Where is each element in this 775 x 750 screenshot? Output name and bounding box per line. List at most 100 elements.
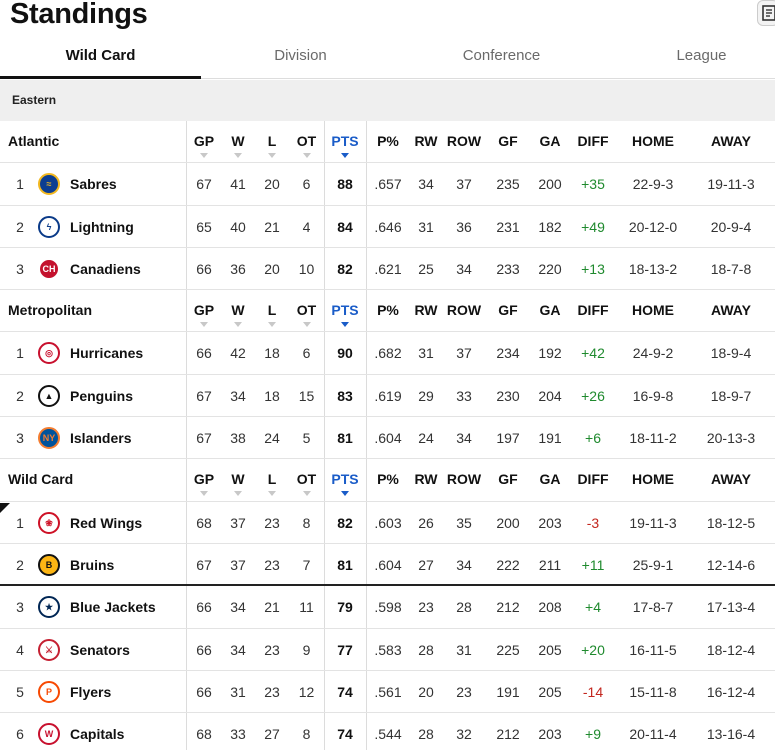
column-header-ga[interactable]: GA <box>539 471 561 488</box>
column-divider <box>366 205 367 247</box>
stat-rw: 31 <box>418 218 434 235</box>
column-header-diff[interactable]: DIFF <box>577 471 609 488</box>
column-header-w[interactable]: W <box>231 302 245 319</box>
team-row[interactable]: 1 ≈ Sabres 67 41 20 6 88 .657 34 37 235 200 +35 22-9-3… <box>0 163 775 206</box>
team-row[interactable]: 5 P Flyers 66 31 23 12 74 .561 20 23 191 205 -14 15-11… <box>0 670 775 714</box>
column-header-rw[interactable]: RW <box>414 471 438 488</box>
standings-menu-icon[interactable] <box>757 0 775 26</box>
team-name-link[interactable]: Sabres <box>70 176 117 193</box>
team-name-link[interactable]: Lightning <box>70 218 134 235</box>
column-header-gf[interactable]: GF <box>498 133 518 149</box>
team-cell[interactable]: ▲ Penguins <box>38 375 188 416</box>
team-cell[interactable]: P Flyers <box>38 671 188 712</box>
column-header-diff[interactable]: DIFF <box>577 302 609 319</box>
column-header-ot[interactable]: OT <box>296 471 317 488</box>
column-header-home[interactable]: HOME <box>632 302 674 319</box>
column-header-l[interactable]: L <box>267 302 277 319</box>
column-header-row[interactable]: ROW <box>446 471 482 488</box>
column-header-row[interactable]: ROW <box>446 133 482 149</box>
column-header-pp[interactable]: P% <box>377 133 399 149</box>
column-header-away[interactable]: AWAY <box>711 302 751 319</box>
column-header-pts[interactable]: PTS <box>331 133 359 149</box>
column-divider <box>366 670 367 713</box>
column-header-gp[interactable]: GP <box>193 471 215 488</box>
column-header-pp[interactable]: P% <box>377 302 399 319</box>
stat-ga: 205 <box>538 641 562 658</box>
column-header-ga[interactable]: GA <box>539 133 561 149</box>
column-header-diff[interactable]: DIFF <box>577 133 609 149</box>
tab-wild-card[interactable]: Wild Card <box>0 34 201 79</box>
stat-ga: 211 <box>538 556 562 573</box>
stat-pp: .561 <box>374 683 402 700</box>
column-header-gp[interactable]: GP <box>193 133 215 149</box>
flyers-logo-icon: P <box>38 680 60 703</box>
column-header-rw[interactable]: RW <box>414 133 438 149</box>
team-cell[interactable]: ϟ Lightning <box>38 206 188 247</box>
team-name-link[interactable]: Islanders <box>70 430 132 447</box>
team-name-link[interactable]: Hurricanes <box>70 345 144 362</box>
stat-pts: 83 <box>337 387 353 404</box>
column-divider <box>186 163 187 205</box>
column-header-w[interactable]: W <box>231 133 245 149</box>
tab-league[interactable]: League <box>676 47 727 64</box>
team-cell[interactable]: ≈ Sabres <box>38 163 188 204</box>
team-name-link[interactable]: Red Wings <box>70 514 143 531</box>
column-header-ga[interactable]: GA <box>539 302 561 319</box>
stat-ot: 5 <box>302 430 311 447</box>
team-cell[interactable]: B Bruins <box>38 544 188 584</box>
team-row[interactable]: 3 CH Canadiens 66 36 20 10 82 .621 25 34 233 220 +13 1… <box>0 247 775 291</box>
team-name-link[interactable]: Blue Jackets <box>70 599 156 616</box>
tab-conference[interactable]: Conference <box>462 47 541 64</box>
team-cell[interactable]: ◎ Hurricanes <box>38 332 188 373</box>
stat-ga: 191 <box>538 430 562 447</box>
stat-pp: .646 <box>374 218 402 235</box>
stat-ga: 203 <box>538 726 562 743</box>
team-name-link[interactable]: Senators <box>70 641 130 658</box>
stat-gf: 212 <box>496 726 520 743</box>
team-row[interactable]: 3 ★ Blue Jackets 66 34 21 11 79 .598 23 28 212 208 +4… <box>0 586 775 629</box>
team-cell[interactable]: ❀ Red Wings <box>38 502 188 543</box>
column-divider <box>324 332 325 374</box>
column-header-pp[interactable]: P% <box>377 471 399 488</box>
column-header-l[interactable]: L <box>267 471 277 488</box>
team-name-link[interactable]: Capitals <box>70 726 125 743</box>
team-row[interactable]: 4 ⚔ Senators 66 34 23 9 77 .583 28 31 225 205 +20 16-1… <box>0 628 775 671</box>
column-header-l[interactable]: L <box>267 133 277 149</box>
team-cell[interactable]: NY Islanders <box>38 417 188 458</box>
column-header-pts[interactable]: PTS <box>331 471 359 488</box>
stat-ga: 220 <box>538 260 562 277</box>
column-header-home[interactable]: HOME <box>632 133 674 149</box>
team-name-link[interactable]: Flyers <box>70 683 112 700</box>
team-row[interactable]: 2 ▲ Penguins 67 34 18 15 83 .619 29 33 230 204 +26 16-… <box>0 374 775 418</box>
stat-ga: 182 <box>538 218 562 235</box>
column-header-ot[interactable]: OT <box>296 302 317 319</box>
column-header-ot[interactable]: OT <box>296 133 317 149</box>
team-name-link[interactable]: Penguins <box>70 387 134 404</box>
column-header-away[interactable]: AWAY <box>711 471 751 488</box>
team-cell[interactable]: ★ Blue Jackets <box>38 586 188 627</box>
column-header-rw[interactable]: RW <box>414 302 438 319</box>
column-header-gp[interactable]: GP <box>193 302 215 319</box>
column-header-pts[interactable]: PTS <box>331 302 359 319</box>
team-row[interactable]: 3 NY Islanders 67 38 24 5 81 .604 24 34 197 191 +6 18-… <box>0 417 775 460</box>
team-cell[interactable]: ⚔ Senators <box>38 629 188 670</box>
team-name-link[interactable]: Canadiens <box>70 260 141 277</box>
stat-away: 18-9-7 <box>710 387 752 404</box>
column-header-w[interactable]: W <box>231 471 245 488</box>
team-row[interactable]: 6 W Capitals 68 33 27 8 74 .544 28 32 212 203 +9 20-11… <box>0 713 775 750</box>
stat-rw: 26 <box>418 514 434 531</box>
column-header-gf[interactable]: GF <box>498 302 518 319</box>
column-header-gf[interactable]: GF <box>498 471 518 488</box>
team-row[interactable]: 2 ϟ Lightning 65 40 21 4 84 .646 31 36 231 182 +49 20-… <box>0 205 775 248</box>
team-cell[interactable]: W Capitals <box>38 713 188 750</box>
column-header-row[interactable]: ROW <box>446 302 482 319</box>
column-header-away[interactable]: AWAY <box>711 133 751 149</box>
team-cell[interactable]: CH Canadiens <box>38 248 188 289</box>
stat-row: 37 <box>456 345 472 362</box>
tab-division[interactable]: Division <box>274 47 327 64</box>
column-header-home[interactable]: HOME <box>632 471 674 488</box>
team-row[interactable]: 2 B Bruins 67 37 23 7 81 .604 27 34 222 211 +11 25-9-1… <box>0 543 775 587</box>
team-name-link[interactable]: Bruins <box>70 556 115 573</box>
team-row[interactable]: 1 ◎ Hurricanes 66 42 18 6 90 .682 31 37 234 192 +42 24… <box>0 332 775 375</box>
team-row[interactable]: 1 ❀ Red Wings 68 37 23 8 82 .603 26 35 200 203 -3 19-1… <box>0 501 775 544</box>
